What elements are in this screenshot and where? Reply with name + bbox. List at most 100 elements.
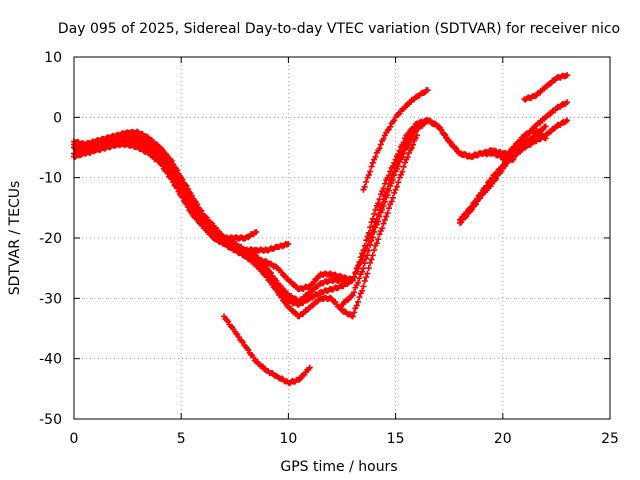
data-point bbox=[356, 275, 363, 282]
data-point bbox=[399, 168, 406, 175]
x-tick-label: 15 bbox=[387, 431, 405, 447]
data-point bbox=[373, 240, 380, 247]
y-axis-label: SDTVAR / TECUs bbox=[7, 181, 23, 296]
data-point bbox=[380, 135, 387, 142]
data-point bbox=[377, 141, 384, 148]
data-point bbox=[375, 200, 382, 207]
y-tick-label: -10 bbox=[39, 171, 62, 187]
data-point bbox=[367, 224, 374, 231]
data-point bbox=[363, 237, 370, 244]
data-point bbox=[369, 252, 376, 259]
data-point bbox=[408, 145, 415, 152]
data-point bbox=[385, 172, 392, 179]
data-point bbox=[379, 225, 386, 232]
data-point bbox=[389, 194, 396, 201]
y-tick-label: -40 bbox=[39, 352, 62, 368]
data-point bbox=[396, 147, 403, 154]
data-point bbox=[377, 191, 384, 198]
data-point bbox=[493, 175, 500, 182]
data-point bbox=[372, 153, 379, 160]
data-point bbox=[198, 210, 205, 217]
data-point bbox=[388, 180, 395, 186]
data-point bbox=[365, 172, 372, 179]
data-point bbox=[375, 236, 382, 243]
data-point bbox=[174, 185, 181, 192]
data-point bbox=[392, 156, 399, 163]
data-point bbox=[371, 247, 378, 254]
data-point bbox=[368, 256, 375, 263]
data-point bbox=[380, 185, 387, 192]
data-point bbox=[361, 260, 368, 267]
data-point bbox=[564, 72, 571, 79]
data-point bbox=[363, 274, 370, 281]
data-point bbox=[391, 160, 398, 167]
data-point bbox=[179, 179, 186, 186]
data-point bbox=[355, 279, 362, 286]
data-point bbox=[364, 252, 371, 259]
x-tick-label: 5 bbox=[177, 431, 186, 447]
data-point bbox=[285, 241, 292, 248]
series-sat-15 bbox=[499, 126, 549, 163]
series-sat-08 bbox=[221, 313, 313, 387]
data-point bbox=[183, 201, 190, 208]
data-point bbox=[564, 117, 571, 124]
y-tick-label: 10 bbox=[44, 50, 62, 66]
data-point bbox=[391, 172, 398, 179]
chart-title: Day 095 of 2025, Sidereal Day-to-day VTE… bbox=[58, 21, 620, 37]
data-point bbox=[361, 277, 368, 284]
data-point bbox=[179, 194, 186, 201]
data-point bbox=[355, 298, 362, 305]
data-point bbox=[400, 139, 407, 146]
data-point bbox=[245, 346, 252, 353]
data-point bbox=[359, 268, 366, 275]
series-sat-05 bbox=[71, 132, 421, 320]
data-point bbox=[365, 265, 372, 272]
data-point bbox=[367, 168, 374, 175]
data-point bbox=[385, 205, 392, 212]
data-point bbox=[369, 215, 376, 222]
data-point bbox=[401, 159, 408, 166]
data-point bbox=[352, 269, 359, 276]
data-point bbox=[351, 274, 358, 281]
data-point bbox=[356, 259, 363, 266]
y-tick-label: -50 bbox=[39, 412, 62, 428]
data-point bbox=[183, 185, 190, 192]
data-point bbox=[395, 179, 402, 186]
data-point bbox=[410, 141, 417, 148]
data-point bbox=[168, 176, 175, 183]
data-point bbox=[381, 216, 388, 223]
data-point bbox=[400, 150, 407, 157]
data-point bbox=[380, 203, 387, 210]
x-tick-label: 20 bbox=[494, 431, 512, 447]
data-point bbox=[349, 292, 356, 299]
data-point bbox=[376, 145, 383, 152]
data-point bbox=[363, 178, 370, 185]
y-tick-label: -30 bbox=[39, 291, 62, 307]
data-point bbox=[381, 198, 388, 205]
data-point bbox=[369, 159, 376, 166]
data-point bbox=[174, 170, 181, 177]
data-point bbox=[410, 133, 417, 140]
data-point bbox=[168, 161, 175, 168]
data-point bbox=[381, 180, 388, 187]
data-point bbox=[404, 143, 411, 150]
data-point bbox=[391, 117, 398, 124]
data-point bbox=[397, 171, 404, 178]
data-point bbox=[376, 196, 383, 203]
x-tick-label: 10 bbox=[279, 431, 297, 447]
data-point bbox=[199, 213, 206, 220]
data-point bbox=[365, 229, 372, 236]
data-point bbox=[376, 213, 383, 220]
data-point bbox=[369, 234, 376, 241]
data-point bbox=[363, 255, 370, 262]
data-point bbox=[367, 259, 374, 266]
data-point bbox=[393, 183, 400, 190]
grid-layer bbox=[74, 57, 610, 419]
data-point bbox=[371, 228, 378, 235]
data-point bbox=[391, 189, 398, 196]
data-point bbox=[351, 289, 358, 296]
data-point bbox=[371, 210, 378, 217]
data-point bbox=[424, 87, 431, 94]
